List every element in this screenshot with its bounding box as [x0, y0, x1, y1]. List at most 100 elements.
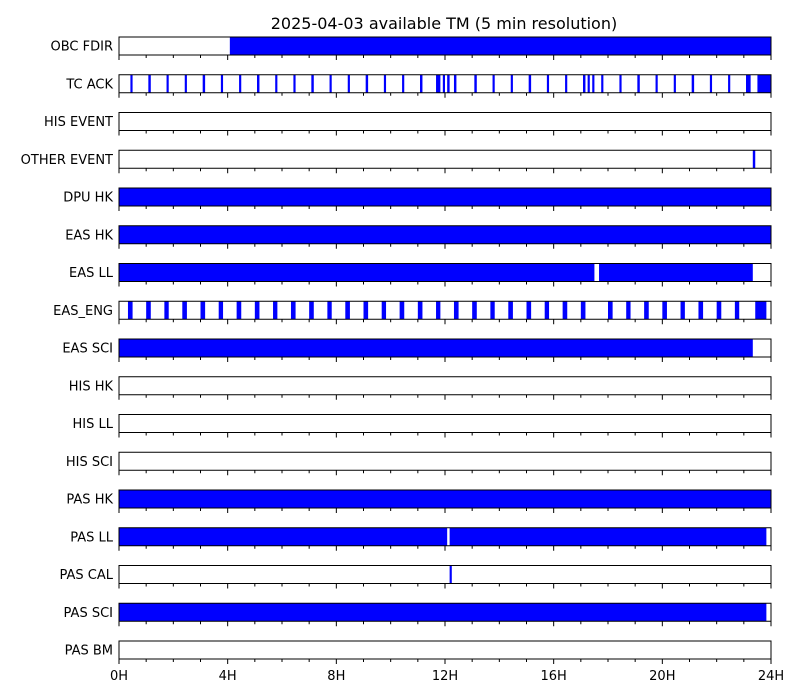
availability-bar — [752, 150, 756, 169]
availability-bar — [510, 74, 513, 93]
availability-bar — [127, 301, 133, 320]
timeline-row: HIS EVENT — [44, 112, 772, 136]
availability-bar — [592, 74, 595, 93]
availability-bar — [599, 263, 753, 282]
availability-bar — [329, 74, 332, 93]
availability-bar — [644, 301, 649, 320]
availability-bar — [637, 74, 640, 93]
timeline-row: DPU HK — [63, 187, 772, 211]
row-label: DPU HK — [63, 191, 113, 206]
chart-title: 2025-04-03 available TM (5 min resolutio… — [271, 14, 617, 33]
availability-bar — [182, 301, 187, 320]
availability-bar — [449, 565, 452, 584]
availability-bar — [119, 603, 767, 622]
availability-bar — [472, 301, 477, 320]
availability-bar — [119, 339, 753, 357]
timeline-row: PAS BM — [65, 640, 772, 664]
row-background — [119, 376, 771, 395]
availability-bar — [565, 74, 568, 93]
row-label: PAS SCI — [64, 606, 113, 621]
availability-bar — [526, 301, 532, 320]
availability-bar — [239, 74, 242, 93]
availability-bar — [383, 74, 387, 93]
availability-bar — [290, 301, 296, 320]
availability-bar — [148, 74, 151, 93]
availability-bar — [309, 301, 314, 320]
timeline-row: PAS HK — [66, 489, 772, 513]
availability-bar — [673, 74, 676, 93]
timeline-row: EAS HK — [65, 225, 772, 249]
availability-bar — [417, 301, 423, 320]
availability-bar — [381, 301, 387, 320]
row-label: OBC FDIR — [51, 40, 114, 55]
availability-bar — [420, 74, 423, 93]
availability-bar — [229, 37, 772, 55]
row-label: PAS CAL — [60, 568, 114, 583]
availability-bar — [447, 74, 450, 93]
availability-bar — [347, 74, 350, 93]
availability-bar — [399, 301, 405, 320]
x-tick-label: 4H — [219, 669, 237, 684]
x-tick-label: 24H — [758, 669, 784, 684]
x-tick-label: 8H — [327, 669, 345, 684]
availability-bar — [453, 301, 459, 320]
availability-bar — [626, 301, 631, 320]
availability-bar — [655, 74, 658, 93]
availability-bar — [680, 301, 685, 320]
availability-bar — [580, 301, 586, 320]
availability-bar — [311, 74, 314, 93]
timeline-row: HIS LL — [73, 414, 772, 438]
availability-bar — [184, 74, 187, 93]
x-tick-label: 16H — [541, 669, 567, 684]
row-label: EAS HK — [65, 228, 113, 243]
availability-bar — [490, 301, 495, 320]
availability-bar — [544, 301, 550, 320]
availability-bar — [608, 301, 613, 320]
availability-bar — [492, 74, 495, 93]
availability-bar — [119, 527, 448, 546]
timeline-row: HIS SCI — [66, 451, 772, 476]
x-tick-label: 20H — [649, 669, 675, 684]
timeline-row: OTHER EVENT — [21, 149, 772, 174]
availability-bar — [166, 74, 169, 93]
availability-bar — [755, 301, 767, 320]
row-background — [119, 301, 771, 320]
availability-bar — [436, 301, 441, 320]
availability-bar — [363, 301, 369, 320]
availability-bar — [528, 74, 532, 93]
row-label: HIS SCI — [66, 455, 113, 470]
availability-bar — [200, 301, 206, 320]
availability-bar — [474, 74, 477, 93]
x-tick-label: 12H — [432, 669, 458, 684]
availability-bar — [698, 301, 704, 320]
row-background — [119, 112, 771, 131]
availability-bar — [273, 301, 278, 320]
row-background — [119, 150, 771, 169]
timeline-row: PAS SCI — [64, 602, 772, 627]
row-background — [119, 565, 771, 584]
availability-bar — [508, 301, 513, 320]
availability-bar — [254, 301, 260, 320]
timeline-row: TC ACK — [65, 74, 772, 98]
availability-bar — [164, 301, 169, 320]
availability-bar — [202, 74, 206, 93]
availability-bar — [746, 74, 751, 93]
availability-bar — [119, 225, 771, 244]
availability-bar — [345, 301, 350, 320]
row-label: HIS LL — [73, 417, 114, 432]
timeline-row: EAS_ENG — [53, 300, 772, 325]
timeline-row: PAS CAL — [60, 565, 772, 589]
availability-bar — [236, 301, 242, 320]
row-label: HIS EVENT — [44, 115, 113, 130]
timeline-row: EAS LL — [69, 263, 772, 287]
availability-bar — [402, 74, 405, 93]
availability-bar — [619, 74, 622, 93]
availability-bar — [716, 301, 722, 320]
availability-bar — [218, 301, 224, 320]
row-label: EAS_ENG — [53, 304, 113, 319]
timeline-row: PAS LL — [70, 527, 772, 551]
availability-bar — [130, 74, 133, 93]
row-label: PAS LL — [70, 530, 114, 545]
availability-bar — [453, 74, 457, 93]
